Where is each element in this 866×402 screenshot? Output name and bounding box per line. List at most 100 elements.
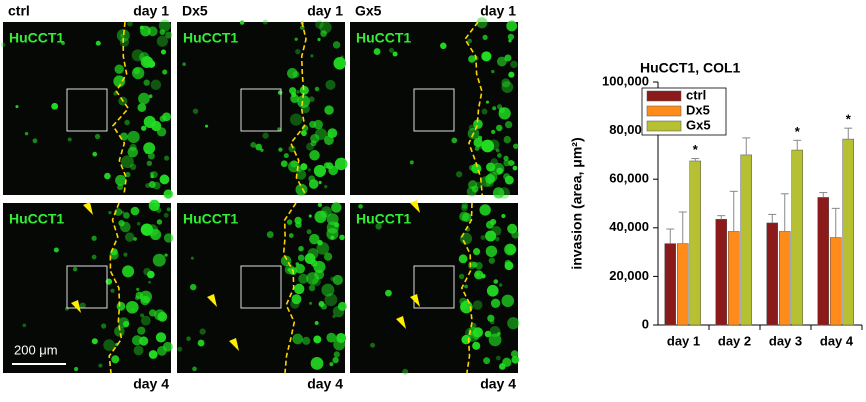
cell-blob [507,317,520,330]
y-axis-label: invasion (area, μm²) [569,137,585,269]
cell-blob [460,300,473,314]
cell-blob [510,60,518,69]
roi-box [240,265,282,309]
y-tick-label: 60,000 [609,171,649,186]
cell-line-label: HuCCT1 [183,30,238,46]
cell-blob [286,219,293,225]
cell-blob [140,315,151,326]
cell-blob [310,357,324,370]
roi-box [240,88,282,132]
cell-blob [308,96,315,103]
cell-blob [114,64,124,74]
legend-label: Dx5 [686,102,710,117]
cell-blob [511,161,516,165]
cell-blob [136,221,141,226]
cell-blob [110,288,115,293]
cell-blob [154,202,159,207]
roi-box [66,88,108,132]
legend-swatch [646,105,682,117]
invasion-front [108,202,123,374]
cell-blob [329,362,334,367]
legend-label: ctrl [686,87,706,102]
cell-blob [159,29,166,36]
cell-blob [91,235,97,241]
cell-blob [152,253,166,267]
cell-blob [292,71,300,78]
cell-blob [182,62,186,67]
cell-blob [501,294,515,308]
error-bar [742,137,751,155]
cell-blob [323,252,333,261]
cell-blob [141,125,147,131]
cell-blob [300,163,308,171]
cell-blob [124,232,135,242]
invasion-front [289,21,307,196]
cell-blob [498,187,510,199]
cell-blob [460,232,473,245]
cell-blob [333,57,347,70]
cell-blob [92,151,98,157]
error-bar [768,213,777,223]
micrograph: HuCCT1 [177,202,347,374]
cell-blob [91,254,97,260]
cell-blob [284,264,295,275]
cell-blob [131,308,136,312]
cell-blob [295,48,301,55]
cell-blob [67,137,72,142]
cell-blob [492,106,497,111]
cell-blob [91,338,98,345]
cell-blob [114,208,123,216]
bar [677,243,689,326]
cell-blob [332,356,339,364]
cell-blob [309,233,320,245]
cell-blob [136,287,140,291]
y-tick-label: 80,000 [609,122,649,137]
cell-blob [498,283,503,287]
cell-blob [495,355,501,361]
cell-blob [148,94,153,99]
cell-blob [468,326,478,337]
cell-blob [290,299,300,309]
day-label: day 1 [133,3,169,19]
error-bar [819,192,828,198]
error-bar [793,139,802,151]
cell-blob [333,351,340,358]
cell-blob [149,171,154,176]
cell-blob [512,165,518,171]
cell-blob [485,100,490,104]
error-bar [691,158,700,161]
cell-blob [95,40,101,46]
cell-blob [113,75,126,88]
roi-box [66,265,108,309]
invasion-front [460,202,473,374]
cell-blob [143,79,150,86]
cell-blob [309,150,320,161]
arrowhead [410,294,420,307]
cell-blob [316,241,330,255]
cell-blob [291,92,297,98]
bar [689,160,701,326]
cell-blob [302,336,311,345]
cell-blob [186,336,191,341]
cell-blob [162,112,172,122]
micrograph: HuCCT1 [350,200,520,375]
cell-blob [130,206,140,216]
cell-blob [324,184,328,189]
cell-blob [262,132,269,139]
cell-blob [32,138,38,144]
arrowhead [396,316,406,329]
cell-blob [288,145,296,153]
cell-blob [24,131,29,136]
cell-blob [156,219,163,225]
cell-blob [451,137,458,144]
cell-blob [124,119,130,126]
cell-blob [468,180,478,190]
cell-blob [277,90,283,95]
cell-blob [123,212,130,219]
cell-blob [295,263,305,274]
cell-blob [116,301,126,311]
cell-blob [22,323,27,328]
cell-blob [309,301,313,305]
cell-blob [373,48,381,55]
cell-blob [204,124,209,128]
